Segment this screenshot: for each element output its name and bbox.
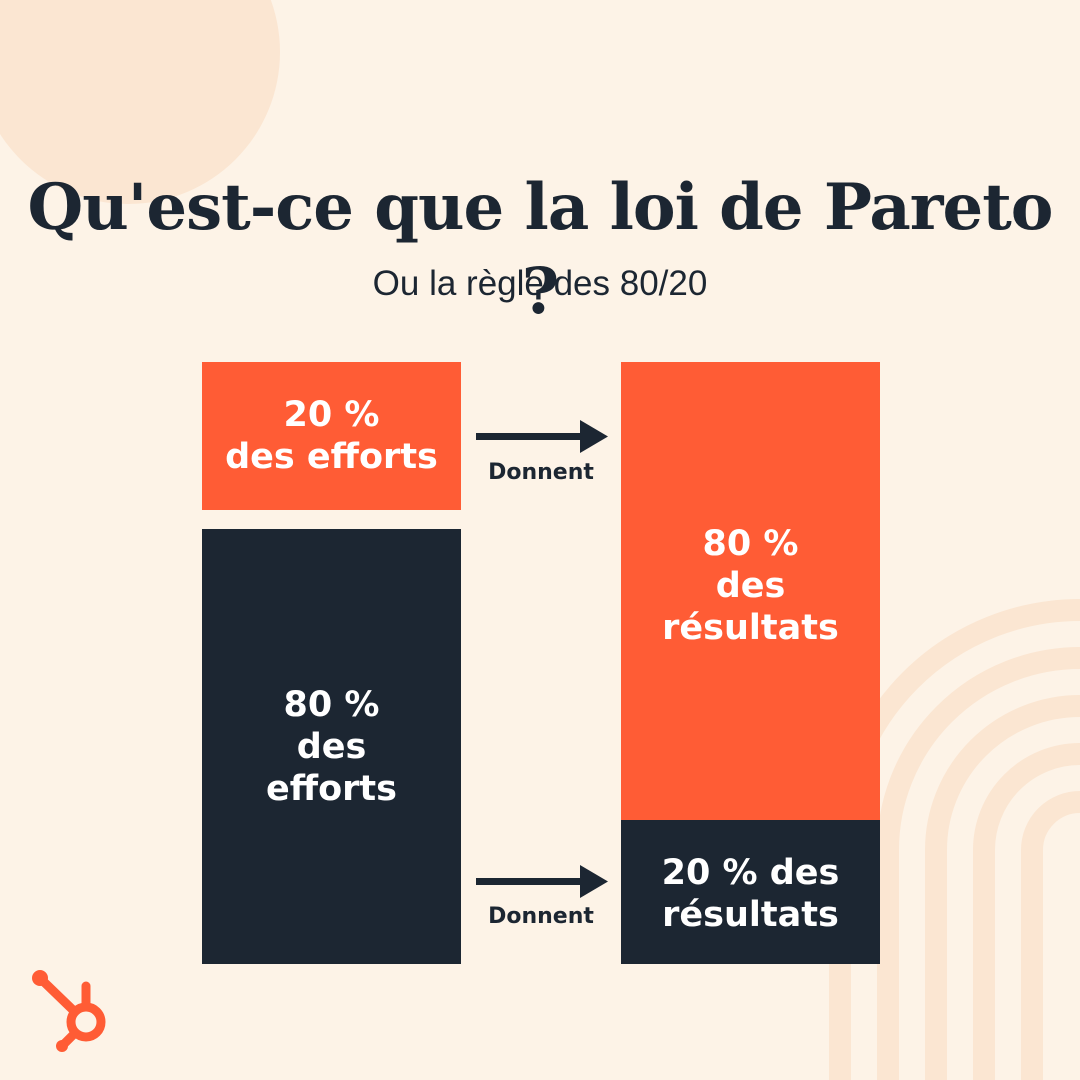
results-20-block: 20 % des résultats xyxy=(621,820,880,964)
efforts-20-block: 20 % des efforts xyxy=(202,362,461,510)
efforts-80-block: 80 % des efforts xyxy=(202,529,461,964)
hubspot-sprocket-icon xyxy=(32,970,106,1052)
results-80-text-line1: des xyxy=(715,566,786,606)
efforts-80-percent: 80 % xyxy=(283,684,380,725)
results-80-text-line2: résultats xyxy=(662,608,839,648)
arrow-right-icon xyxy=(476,420,608,453)
arrow-label-top: Donnent xyxy=(488,460,594,485)
efforts-20-text: des efforts xyxy=(225,437,438,477)
page-title: Qu'est-ce que la loi de Pareto ? xyxy=(27,170,1054,329)
decor-circle xyxy=(0,0,280,204)
arrow-right-icon xyxy=(476,865,608,898)
results-80-percent: 80 % xyxy=(702,524,799,564)
arrow-label-bottom: Donnent xyxy=(488,904,594,929)
results-20-text-line1: 20 % des xyxy=(661,853,840,893)
efforts-80-text-line2: efforts xyxy=(266,768,397,809)
efforts-20-percent: 20 % xyxy=(283,395,380,435)
page-subtitle: Ou la règle des 80/20 xyxy=(372,264,708,303)
results-80-block: 80 % des résultats xyxy=(621,362,880,820)
efforts-80-text-line1: des xyxy=(296,726,367,767)
results-20-text-line2: résultats xyxy=(662,895,839,935)
